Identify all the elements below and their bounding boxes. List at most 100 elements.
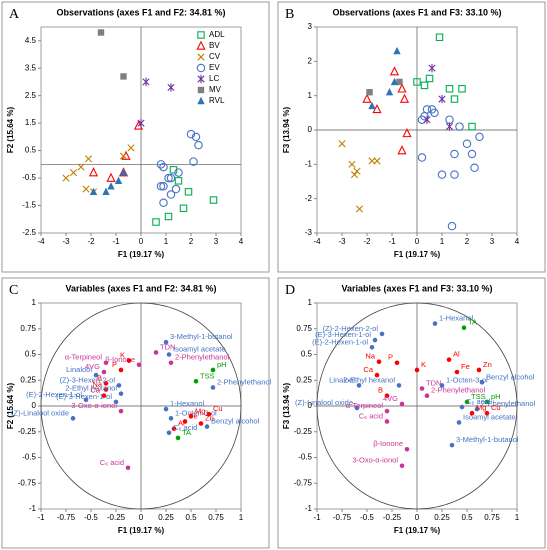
- data-point: [62, 174, 70, 182]
- data-point: [191, 132, 201, 142]
- y-tick-label: -0.5: [298, 453, 312, 462]
- y-tick-label: 0.5: [301, 350, 313, 359]
- y-tick-label: -1: [29, 504, 37, 513]
- point-label: Cu: [491, 403, 501, 412]
- data-point: [469, 410, 475, 416]
- data-point: [119, 152, 128, 160]
- data-point: [396, 78, 403, 86]
- point-label: Benzyl alcohol: [211, 417, 260, 426]
- data-point: [142, 77, 150, 87]
- x-tick-label: 0: [415, 237, 420, 246]
- y-axis-label: F3 (13.94 %): [282, 383, 291, 430]
- data-point: [438, 94, 446, 104]
- data-point: [116, 383, 122, 388]
- data-point: [119, 168, 128, 176]
- data-point: [101, 393, 107, 399]
- y-axis-label: F3 (13.94 %): [282, 107, 291, 154]
- data-point: [376, 359, 382, 365]
- data-point: [169, 166, 178, 174]
- data-point: [435, 33, 444, 42]
- data-point: [103, 381, 109, 386]
- data-point: [454, 369, 460, 375]
- data-point: [468, 122, 476, 131]
- point-label: B: [97, 373, 102, 382]
- x-tick-label: -1: [313, 513, 321, 522]
- data-point: [179, 204, 188, 213]
- x-axis-label: F1 (19.17 %): [394, 250, 441, 259]
- data-point: [456, 420, 462, 425]
- x-tick-label: -0.75: [333, 513, 352, 522]
- data-point: [166, 430, 172, 436]
- x-axis-label: F1 (19.17 %): [118, 526, 165, 535]
- y-tick-label: 0.25: [20, 375, 36, 384]
- data-point: [168, 416, 174, 421]
- y-tick-label: 0: [308, 401, 313, 410]
- data-point: [422, 105, 432, 114]
- data-point: [156, 160, 166, 169]
- data-point: [449, 442, 455, 448]
- x-tick-label: 2: [465, 237, 470, 246]
- data-point: [69, 168, 78, 177]
- panel-letter: C: [9, 283, 18, 298]
- data-point: [423, 115, 431, 124]
- point-label: Fe: [461, 362, 470, 371]
- panel-frame: [277, 277, 546, 549]
- y-tick-label: 0: [32, 401, 37, 410]
- x-tick-label: 4: [515, 237, 520, 246]
- data-point: [168, 360, 174, 366]
- data-point: [353, 167, 361, 175]
- data-point: [356, 383, 362, 388]
- data-point: [425, 74, 434, 83]
- data-point: [174, 168, 183, 177]
- point-label: Isoamyl acetate: [463, 412, 516, 421]
- data-point: [114, 176, 123, 185]
- data-point: [368, 101, 376, 110]
- data-point: [447, 221, 457, 231]
- data-point: [362, 93, 372, 103]
- data-point: [417, 153, 427, 162]
- x-tick-label: 0: [139, 237, 144, 246]
- data-point: [450, 149, 459, 159]
- data-point: [133, 120, 144, 130]
- y-tick-label: -3: [305, 228, 313, 237]
- panel-letter: A: [9, 7, 20, 22]
- point-label: C₆ acid: [173, 423, 197, 432]
- point-label: TDN: [426, 378, 441, 387]
- y-tick-label: 1.5: [25, 118, 37, 127]
- point-label: TA: [468, 318, 477, 327]
- point-label: Linalool: [66, 365, 92, 374]
- point-label: Mg: [195, 406, 205, 415]
- data-point: [152, 218, 160, 226]
- point-label: Zn: [483, 360, 492, 369]
- data-point: [385, 88, 394, 96]
- data-point: [159, 198, 168, 208]
- y-tick-label: 3.5: [25, 63, 37, 72]
- legend-marker: [197, 86, 205, 94]
- point-label: K: [421, 360, 426, 369]
- data-point: [136, 362, 142, 368]
- point-label: Zn: [205, 413, 214, 422]
- data-point: [126, 358, 132, 363]
- y-tick-label: -0.75: [294, 478, 313, 487]
- data-point: [432, 321, 438, 326]
- data-point: [479, 380, 485, 385]
- point-label: Isoamyl acetate: [173, 344, 226, 353]
- data-point: [419, 386, 425, 391]
- data-point: [198, 421, 204, 426]
- point-label: (E)-2-Hexen-1-ol: [26, 390, 82, 399]
- x-tick-label: 1: [164, 237, 169, 246]
- data-point: [461, 325, 467, 331]
- data-point: [459, 404, 465, 410]
- point-label: TDN: [160, 342, 175, 351]
- data-point: [399, 93, 410, 103]
- y-tick-label: -2.5: [22, 228, 36, 237]
- x-tick-label: -1: [37, 513, 45, 522]
- data-point: [118, 367, 124, 373]
- data-point: [174, 177, 183, 185]
- point-label: 1-Hexanol: [439, 314, 474, 323]
- point-label: 2-Ethyl hexanol: [343, 375, 395, 384]
- point-label: Fe: [189, 411, 198, 420]
- point-label: Na: [365, 352, 375, 361]
- data-point: [120, 73, 127, 80]
- panel-frame: [1, 277, 270, 549]
